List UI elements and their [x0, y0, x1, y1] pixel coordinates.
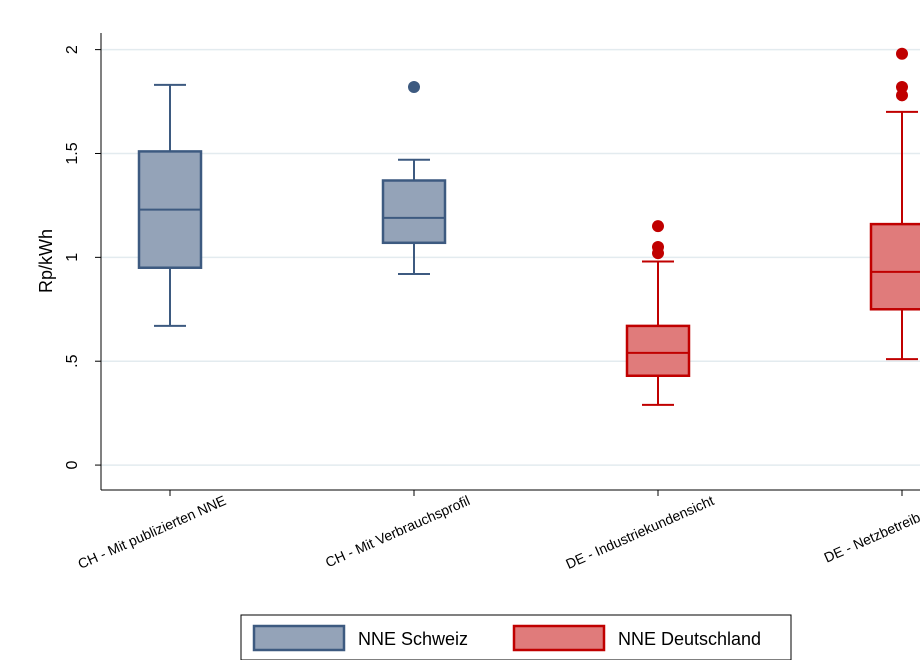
outlier-point: [896, 47, 908, 60]
outlier-point: [896, 89, 908, 102]
box-group: [137, 83, 203, 327]
outlier-point: [652, 220, 664, 233]
y-tick-label: 0: [64, 461, 81, 470]
y-axis-title: Rp/kWh: [36, 229, 56, 293]
box-group: [869, 47, 920, 361]
outlier-point: [408, 81, 420, 94]
legend-label-nne-schweiz: NNE Schweiz: [358, 629, 468, 649]
legend: NNE Schweiz NNE Deutschland: [240, 614, 792, 660]
grid-lines: [101, 48, 920, 466]
outlier-point: [652, 240, 664, 253]
legend-swatch-nne-schweiz: [252, 624, 346, 652]
box-group: [625, 220, 691, 406]
iqr-box: [869, 222, 920, 311]
category-labels: CH - Mit publizierten NNE CH - Mit Verbra…: [75, 490, 920, 572]
box-group: [381, 81, 447, 275]
x-tick-label: DE - Netzbetreibersicht: [822, 492, 920, 566]
iqr-box: [625, 324, 691, 377]
legend-swatch-nne-deutschland: [512, 624, 606, 652]
legend-label-nne-deutschland: NNE Deutschland: [618, 629, 761, 649]
x-tick-label: CH - Mit publizierten NNE: [75, 492, 228, 572]
y-tick-label: 1: [64, 253, 81, 262]
boxes: [137, 47, 920, 406]
y-ticks: 0 .5 1 1.5 2: [64, 45, 101, 470]
y-tick-label: 2: [64, 45, 81, 54]
x-tick-label: DE - Industriekundensicht: [563, 492, 716, 572]
y-tick-label: .5: [64, 354, 81, 367]
outlier-point: [896, 81, 908, 94]
x-tick-label: CH - Mit Verbrauchsprofil: [323, 492, 472, 570]
iqr-box: [381, 179, 447, 245]
axes: [100, 33, 920, 491]
y-tick-label: 1.5: [64, 142, 81, 164]
